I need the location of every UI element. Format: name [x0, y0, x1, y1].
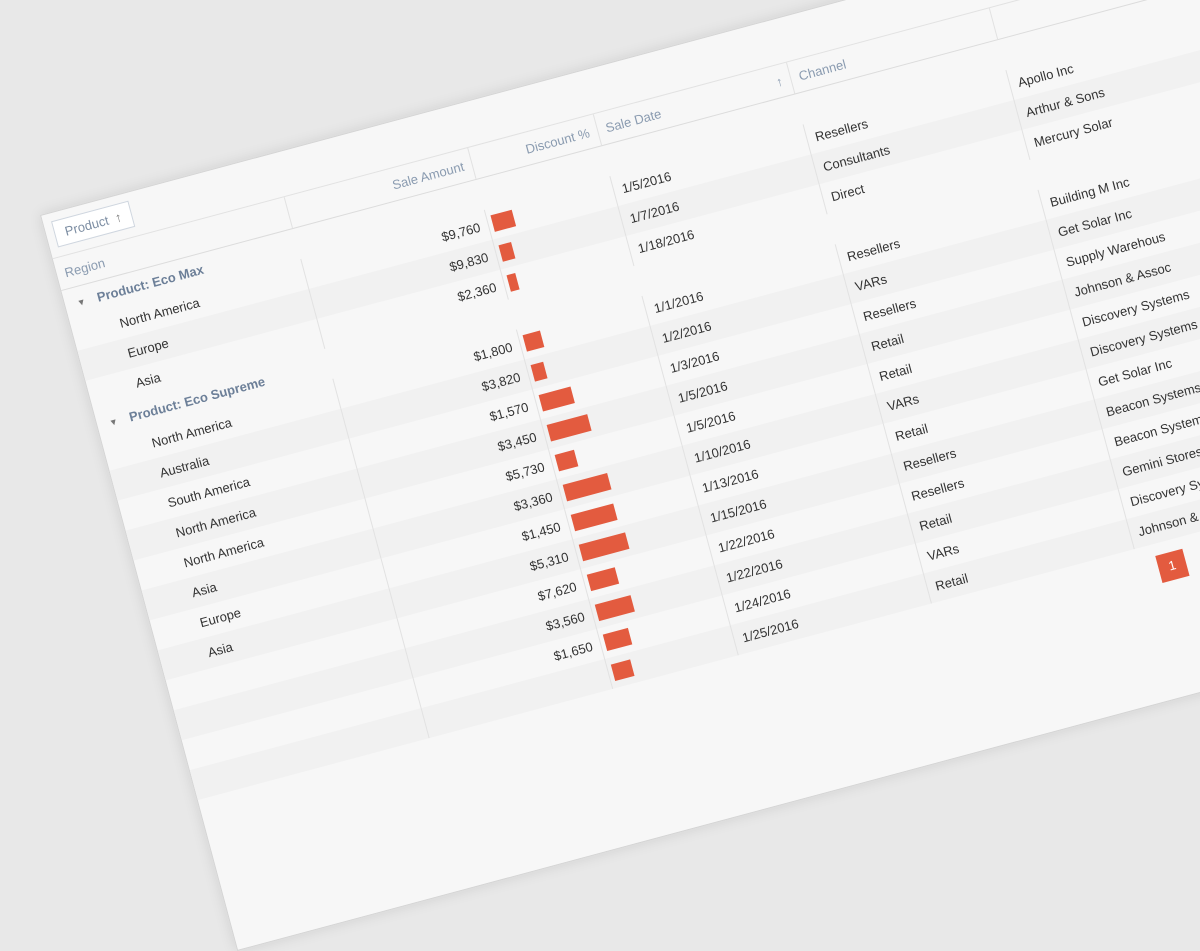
discount-bar — [594, 595, 635, 622]
discount-bar — [586, 567, 620, 592]
column-header-sale-date-label: Sale Date — [603, 105, 663, 135]
discount-bar — [610, 659, 635, 682]
sort-asc-icon: ↑ — [774, 73, 785, 90]
discount-bar — [570, 503, 618, 532]
discount-bar — [522, 330, 545, 352]
discount-bar — [498, 242, 516, 262]
discount-bar — [530, 361, 548, 382]
discount-bar — [554, 449, 579, 472]
collapse-icon[interactable]: ▼ — [107, 415, 120, 428]
pager-page-1[interactable]: 1 — [1155, 548, 1190, 584]
group-chip-label: Product — [63, 212, 111, 239]
discount-bar — [602, 627, 633, 652]
group-chip-product[interactable]: Product ↑ — [51, 200, 136, 248]
discount-bar — [546, 414, 592, 442]
discount-bar — [538, 386, 575, 412]
data-grid: Product ↑ Region Sale Amount Discount % S… — [40, 0, 1200, 951]
discount-bar — [562, 473, 612, 502]
discount-bar — [490, 209, 517, 232]
pager-page-2[interactable]: 2 — [1188, 540, 1200, 574]
collapse-icon[interactable]: ▼ — [75, 295, 87, 308]
discount-bar — [506, 272, 520, 292]
sort-asc-icon: ↑ — [113, 209, 124, 226]
